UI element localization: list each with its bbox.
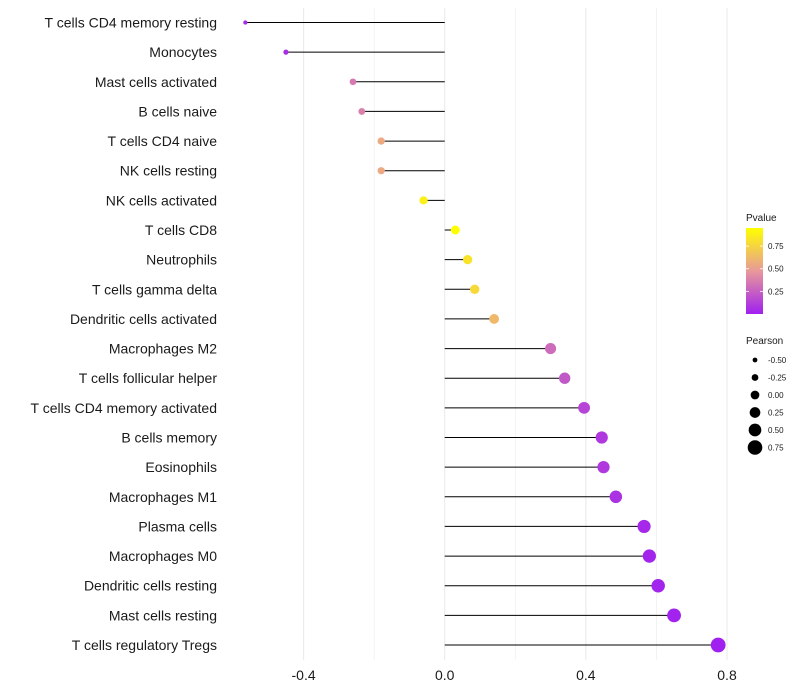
pearson-legend-dot [748,423,762,437]
lollipop-point [470,284,480,294]
category-label: Macrophages M0 [109,548,217,564]
category-label: T cells follicular helper [79,370,218,386]
lollipop-point [597,461,610,474]
category-label: Dendritic cells resting [84,578,217,594]
lollipop-point [377,137,385,145]
category-label: B cells memory [121,430,217,446]
pearson-legend-dot [752,357,758,363]
pearson-legend: Pearson -0.50 -0.25 0.00 0.25 0.50 0.75 [746,336,787,455]
lollipop-point [558,372,571,384]
category-label: T cells regulatory Tregs [72,637,217,653]
pvalue-legend: Pvalue 0.25 0.50 0.75 [746,213,784,314]
pvalue-legend-ticks: 0.25 0.50 0.75 [746,242,784,296]
x-tick-labels: -0.4 0.0 0.4 0.8 [292,667,737,683]
lollipop-point [349,78,357,86]
pearson-legend-label: -0.25 [768,374,787,383]
category-label: Neutrophils [146,252,217,268]
category-labels: T cells CD4 memory resting Monocytes Mast … [31,15,218,654]
grid-layer [303,8,728,660]
category-label: Mast cells activated [95,74,217,90]
pearson-legend-label: 0.25 [768,409,784,418]
pvalue-legend-title: Pvalue [746,213,777,224]
lollipop-point [463,255,473,265]
category-label: Macrophages M2 [109,341,217,357]
category-label: Plasma cells [138,518,217,534]
category-label: NK cells resting [120,163,217,179]
lollipop-point [489,314,500,324]
pearson-legend-dot [751,374,759,381]
pearson-legend-label: 0.00 [768,391,784,400]
pearson-legend-label: 0.75 [768,444,784,453]
category-label: T cells gamma delta [92,281,217,297]
point-layer [243,20,726,653]
x-tick-label: -0.4 [292,667,316,683]
x-tick-label: 0.0 [435,667,455,683]
category-label: Monocytes [149,44,217,60]
pearson-legend-items: -0.50 -0.25 0.00 0.25 0.50 0.75 [747,356,787,455]
pvalue-tick-label: 0.50 [768,265,784,274]
lollipop-point [283,49,289,55]
lollipop-point [609,490,623,504]
pearson-legend-label: -0.50 [768,356,787,365]
pvalue-colorbar [746,228,763,314]
pearson-legend-dot [750,390,760,400]
lollipop-point [243,20,248,25]
lollipop-point [710,637,726,653]
pvalue-tick-label: 0.75 [768,242,784,251]
lollipop-point [578,401,591,414]
lollipop-point [419,196,428,205]
lollipop-point [595,431,608,444]
lollipop-point [667,608,681,623]
pvalue-tick-label: 0.25 [768,287,784,296]
category-label: T cells CD4 memory activated [31,400,217,416]
lollipop-point [377,167,385,175]
category-label: Mast cells resting [109,607,217,623]
lollipop-point [450,225,460,235]
lollipop-point [651,578,665,593]
category-label: Eosinophils [145,459,217,475]
category-label: NK cells activated [106,192,217,208]
pearson-legend-label: 0.50 [768,426,784,435]
category-label: Dendritic cells activated [70,311,217,327]
pearson-legend-dot [749,407,761,418]
category-label: T cells CD8 [145,222,217,238]
lollipop-point [545,343,557,355]
pearson-legend-dot [747,440,763,455]
category-label: B cells naive [138,103,217,119]
lollipop-point [642,549,657,563]
category-label: T cells CD4 naive [108,133,218,149]
lollipop-point [358,107,366,115]
x-tick-label: 0.4 [576,667,596,683]
pearson-legend-title: Pearson [746,336,783,347]
x-tick-label: 0.8 [717,667,737,683]
category-label: T cells CD4 memory resting [45,15,217,31]
lollipop-point [637,519,651,534]
segment-layer [245,22,719,646]
category-label: Macrophages M1 [109,489,217,505]
